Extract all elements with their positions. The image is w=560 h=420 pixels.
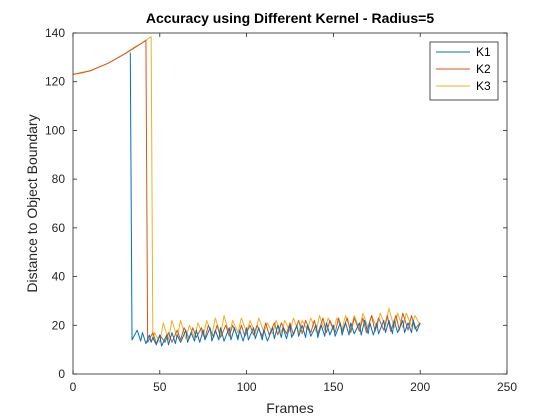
series-line-k1 bbox=[129, 52, 421, 347]
legend-label: K1 bbox=[476, 45, 491, 59]
y-tick-label: 60 bbox=[52, 221, 66, 235]
y-tick-label: 140 bbox=[45, 26, 65, 40]
legend-label: K3 bbox=[476, 79, 491, 93]
x-tick-label: 250 bbox=[497, 380, 517, 394]
x-tick-label: 100 bbox=[237, 380, 257, 394]
y-tick-label: 20 bbox=[52, 318, 66, 332]
y-tick-label: 100 bbox=[45, 123, 65, 137]
legend-items: K1 K2 K3 bbox=[436, 45, 491, 93]
axes-layer: 0 50 100 150 200 250 0 20 40 60 80 100 120 140 bbox=[45, 26, 517, 394]
series-layer bbox=[72, 36, 421, 347]
y-axis-label: Distance to Object Boundary bbox=[24, 114, 40, 292]
legend: K1 K2 K3 bbox=[429, 41, 499, 101]
legend-label: K2 bbox=[476, 62, 491, 76]
x-tick-label: 200 bbox=[410, 380, 430, 394]
y-tick-label: 0 bbox=[58, 367, 65, 381]
axes-box bbox=[72, 32, 508, 375]
x-tick-label: 0 bbox=[70, 380, 77, 394]
x-tick-label: 50 bbox=[153, 380, 167, 394]
y-tick-label: 120 bbox=[45, 75, 65, 89]
chart-title: Accuracy using Different Kernel - Radius… bbox=[146, 10, 434, 26]
x-axis-label: Frames bbox=[266, 400, 313, 416]
y-tick-label: 40 bbox=[52, 270, 66, 284]
y-tick-label: 80 bbox=[52, 172, 66, 186]
x-tick-label: 150 bbox=[323, 380, 343, 394]
